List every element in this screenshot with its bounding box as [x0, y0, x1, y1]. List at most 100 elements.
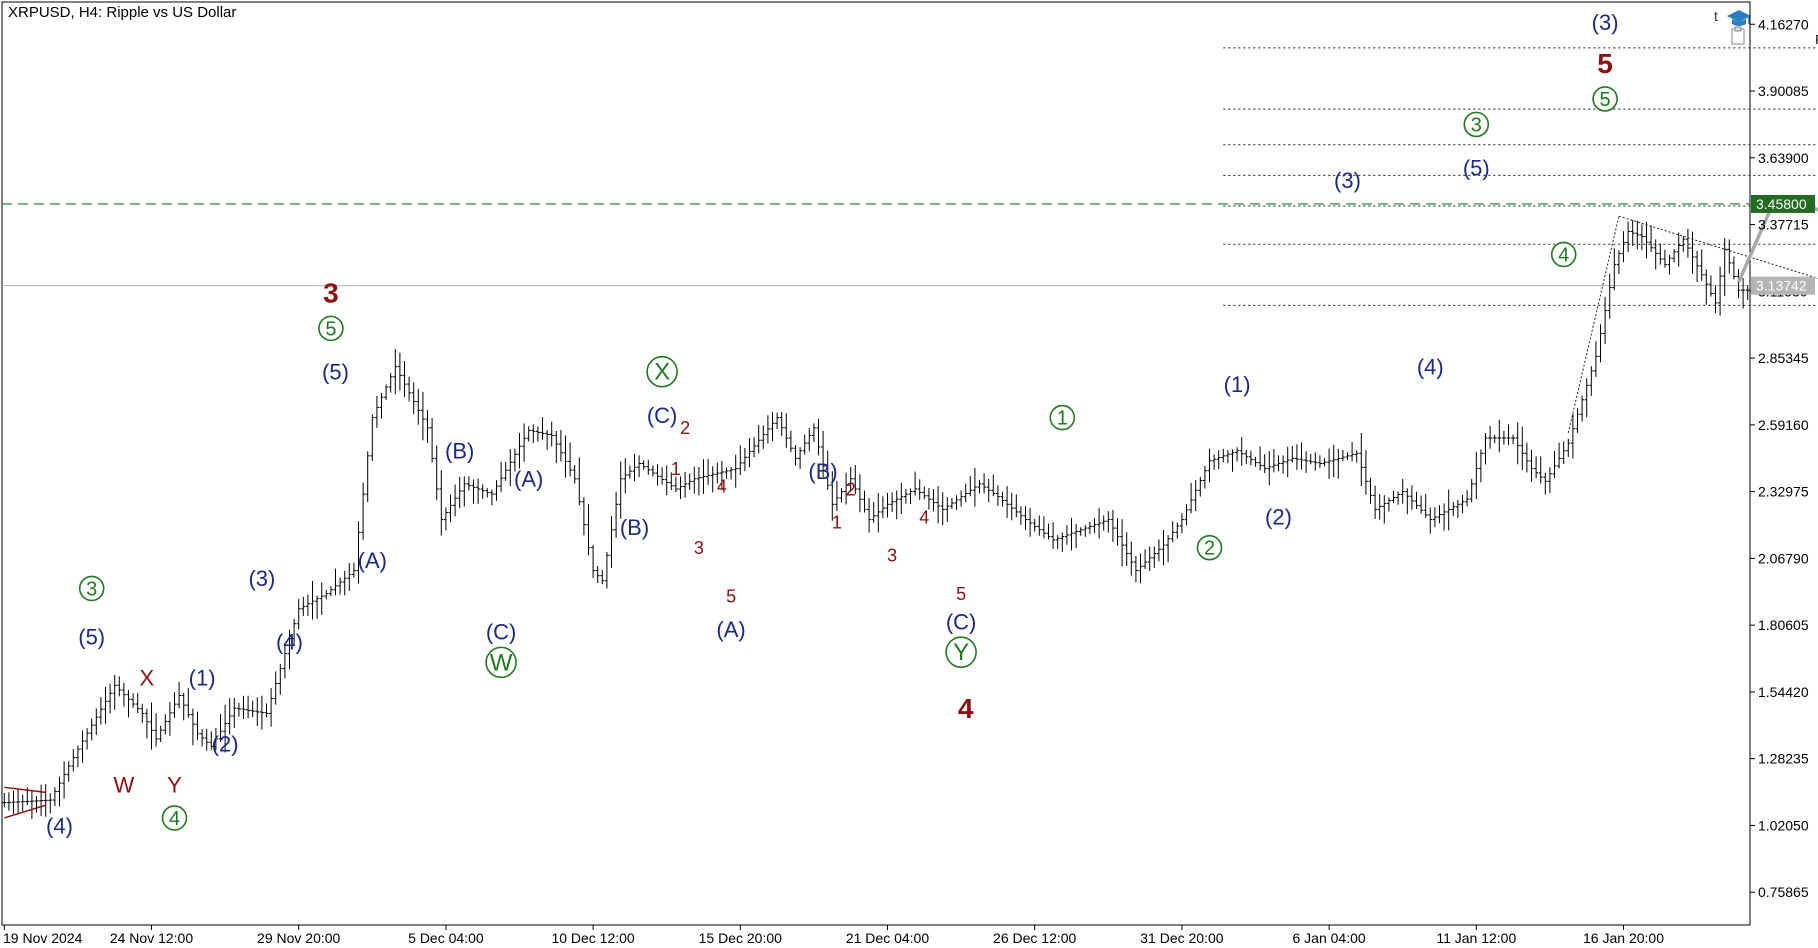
wave-label: (4): [1417, 354, 1444, 379]
y-tick-label: 1.28235: [1758, 751, 1809, 767]
x-tick-label: 19 Nov 2024: [3, 930, 83, 946]
wave-label: (5): [322, 359, 349, 384]
x-tick-label: 29 Nov 20:00: [257, 930, 340, 946]
wave-label: 3: [694, 538, 704, 558]
current-price-tag: 3.13742: [1756, 278, 1807, 294]
wave-label: Y: [953, 639, 969, 666]
y-tick-label: 0.75865: [1758, 884, 1809, 900]
wave-label: (3): [248, 566, 275, 591]
wave-label: 1: [832, 512, 842, 532]
x-tick-label: 10 Dec 12:00: [551, 930, 634, 946]
wave-label: (2): [1265, 505, 1292, 530]
plot-border: [1, 1, 1751, 926]
wave-label: 5: [325, 318, 336, 340]
wave-label: (1): [189, 665, 216, 690]
wave-label: 3: [86, 578, 97, 600]
wave-label-circle: [485, 646, 517, 679]
wave-label: (A): [358, 548, 387, 573]
wave-label: 5: [956, 584, 966, 604]
axes: 4.162703.900853.639003.377153.115302.853…: [3, 16, 1815, 946]
wave-label: 3: [887, 546, 897, 566]
pattern-lines: [4, 196, 1818, 819]
triangle-line: [1618, 215, 1818, 279]
toolbar-icons[interactable]: t: [1714, 6, 1754, 46]
wave-label-circle: [945, 636, 977, 668]
wave-label: (5): [1463, 155, 1490, 180]
wave-label-circle: [1592, 86, 1618, 112]
y-tick-label: 3.37715: [1758, 217, 1809, 233]
y-tick-label: 3.90085: [1758, 83, 1809, 99]
wave-label: (A): [514, 466, 543, 491]
chart-title: XRPUSD, H4: Ripple vs US Dollar: [8, 4, 237, 21]
wave-label: X: [140, 665, 155, 690]
pattern-line: [4, 804, 46, 819]
x-tick-label: 6 Jan 04:00: [1293, 930, 1366, 946]
trading-mark[interactable]: t: [1714, 8, 1718, 24]
wave-label: (5): [78, 625, 105, 650]
clipboard-icon[interactable]: [1730, 26, 1746, 46]
x-tick-label: 24 Nov 12:00: [110, 930, 193, 946]
wave-label: (4): [46, 813, 73, 838]
y-tick-label: 1.02050: [1758, 817, 1809, 833]
x-tick-label: 15 Dec 20:00: [699, 930, 782, 946]
y-tick-label: 2.85345: [1758, 350, 1809, 366]
x-tick-label: 11 Jan 12:00: [1436, 930, 1516, 946]
wave-label: Y: [167, 772, 182, 797]
plot-frame: [1, 1, 1751, 926]
triangle-line: [1567, 216, 1620, 434]
level-lines: FE 100.0FE 76.4FE 61.8FE 50.0FE 38.223.6: [2, 32, 1818, 306]
wave-label-circle: [161, 805, 188, 831]
y-tick-label: 2.32975: [1758, 484, 1809, 500]
wave-label-circle: [1196, 534, 1223, 561]
y-tick-label: 1.54420: [1758, 684, 1809, 700]
wave-label: (3): [1592, 10, 1619, 35]
wave-label-circle: [1550, 241, 1577, 268]
x-tick-label: 16 Jan 20:00: [1583, 930, 1664, 946]
x-tick-label: 26 Dec 12:00: [993, 930, 1076, 946]
current-price-tag-bg: [1751, 276, 1815, 295]
wave-label: 5: [1597, 48, 1613, 79]
x-tick-label: 31 Dec 20:00: [1140, 930, 1223, 946]
wave-labels: (4) (5) 3 X W Y 4 (1) (2) (3) (4) 3 5 (5) (A) (B) (C) W (A…: [46, 10, 1618, 838]
wave-label: 3: [323, 277, 339, 308]
wave-label: 4: [958, 693, 974, 724]
pattern-line: [4, 786, 46, 794]
wave-label: (B): [620, 515, 649, 540]
wave-label: (B): [445, 438, 474, 463]
wave-label-circle: [78, 575, 105, 602]
wave-label: 4: [919, 507, 929, 527]
y-tick-label: 2.06790: [1758, 550, 1809, 566]
graduation-cap-icon[interactable]: [1726, 8, 1752, 28]
wave-label: 5: [726, 586, 736, 606]
wave-label: (C): [486, 619, 517, 644]
resistance-price-tag: 3.45800: [1756, 196, 1807, 212]
wave-label: (C): [946, 609, 977, 634]
wave-label-circle: [646, 355, 678, 388]
wave-label: (A): [716, 617, 745, 642]
wave-label: (C): [647, 403, 678, 428]
fib-label: FE 100.0: [1815, 32, 1818, 47]
wave-label: 2: [680, 418, 690, 438]
wave-label: 1: [1057, 408, 1068, 430]
wave-label: 2: [1204, 538, 1215, 560]
wave-label: X: [654, 359, 670, 386]
wave-label: (3): [1334, 168, 1361, 193]
wave-label: W: [114, 772, 135, 797]
wave-label: (2): [212, 732, 239, 757]
forecast-path: [1736, 196, 1818, 284]
resistance-price-tag-bg: [1751, 194, 1815, 213]
wave-label-circle: [1463, 111, 1490, 138]
price-bars: [2, 219, 1750, 819]
wave-label-circle: [318, 315, 344, 342]
wave-label: 4: [169, 808, 180, 830]
wave-label: 3: [1471, 114, 1482, 136]
x-tick-label: 21 Dec 04:00: [846, 930, 929, 946]
y-tick-label: 4.16270: [1758, 16, 1809, 32]
y-tick-label: 1.80605: [1758, 617, 1809, 633]
wave-label: 5: [1600, 89, 1611, 111]
wave-label-circle: [1049, 404, 1076, 431]
wave-label: (4): [276, 630, 303, 655]
wave-label: 2: [846, 479, 856, 499]
